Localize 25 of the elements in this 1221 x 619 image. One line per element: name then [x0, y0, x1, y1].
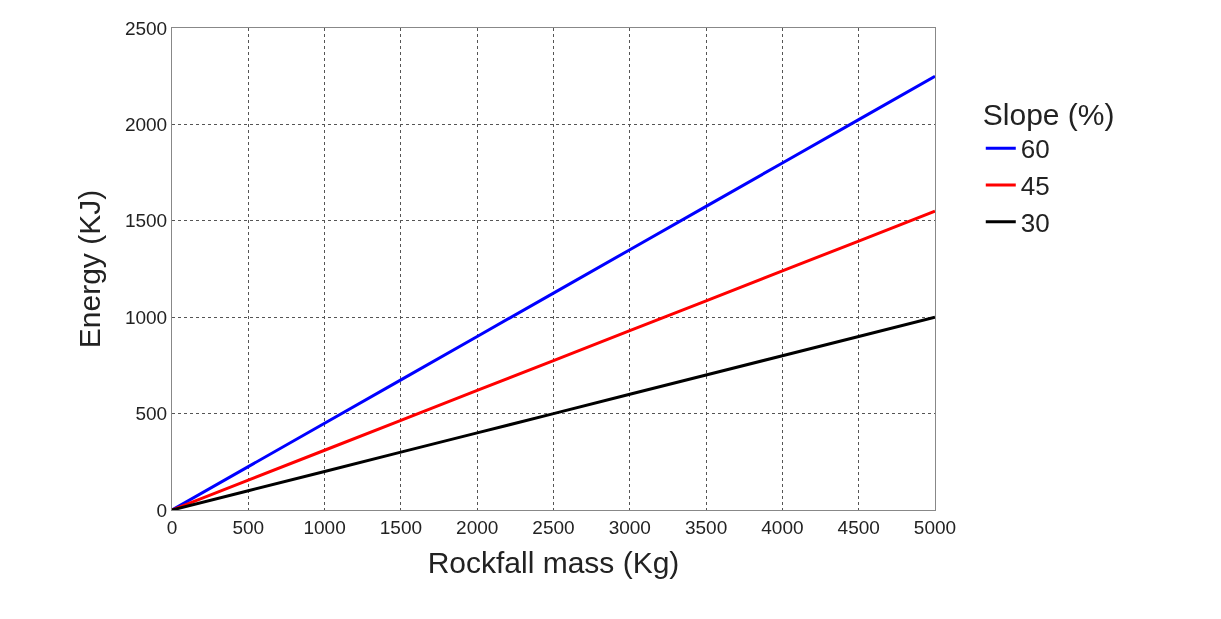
x-axis-title: Rockfall mass (Kg)	[427, 546, 680, 580]
y-tick-label: 1500	[124, 210, 168, 232]
legend-label: 30	[1020, 207, 1050, 238]
x-tick-label: 3000	[608, 516, 651, 538]
y-tick-label: 2000	[124, 114, 168, 136]
legend-label: 60	[1020, 134, 1050, 165]
x-tick-label: 4000	[761, 516, 804, 538]
y-axis-title: Energy (KJ)	[72, 189, 106, 349]
y-tick-label: 0	[156, 499, 168, 521]
x-tick-label: 500	[232, 516, 265, 538]
x-tick-label: 5000	[913, 516, 957, 538]
legend-title: Slope (%)	[982, 97, 1115, 131]
x-tick-label: 2500	[532, 516, 575, 538]
x-tick-label: 4500	[837, 516, 880, 538]
x-tick-label: 1500	[379, 516, 423, 538]
y-tick-label: 1000	[124, 306, 168, 328]
legend-label: 45	[1020, 171, 1050, 202]
x-tick-label: 2000	[456, 516, 499, 538]
y-tick-label: 500	[135, 403, 168, 425]
line-series	[172, 315, 935, 510]
x-tick-label: 3500	[684, 516, 728, 538]
x-tick-label: 1000	[303, 516, 346, 538]
line-series	[172, 209, 935, 510]
line-series	[172, 74, 935, 510]
y-tick-label: 2500	[124, 17, 168, 39]
